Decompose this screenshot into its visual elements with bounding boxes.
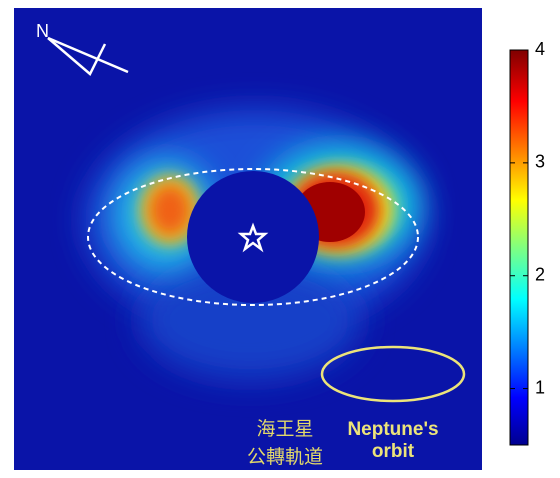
colorbar-tick-label: 4: [535, 39, 545, 59]
colorbar-tick-label: 1: [535, 377, 545, 397]
colorbar-tick-label: 2: [535, 264, 545, 284]
colorbar: [510, 50, 528, 445]
legend-line: orbit: [372, 441, 415, 462]
coronagraph-mask: [187, 171, 319, 303]
annotation-line: 公轉軌道: [247, 446, 323, 468]
legend-line: Neptune's: [347, 419, 438, 440]
figure: N 海王星 公轉軌道 Neptune's orbit 1 2 3 4: [0, 0, 560, 478]
compass-label: N: [36, 21, 49, 41]
colorbar-tick-label: 3: [535, 152, 545, 172]
annotation-line: 海王星: [256, 418, 313, 440]
